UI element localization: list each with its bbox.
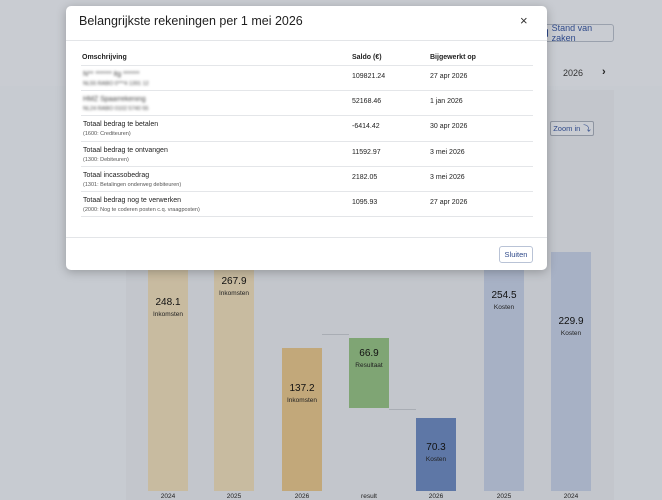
zoom-in-button[interactable]: Zoom in ⤵ (550, 121, 594, 136)
account-name: Totaal bedrag nog te verwerken (83, 197, 182, 204)
table-row: HMZ Spaarrekening NL24 RABO 0102 5740 55 5… (81, 90, 533, 116)
stand-van-zaken-button[interactable]: Stand van zaken (540, 23, 614, 43)
account-updated-date: 3 mei 2026 (430, 148, 465, 156)
year-label: 2026 (563, 68, 584, 78)
account-name: Totaal bedrag te betalen (83, 121, 159, 129)
bar-value-label: 254.5 (491, 290, 517, 302)
zoom-in-label: Zoom in (553, 124, 581, 133)
account-name: N** ****** ltg ****** (83, 71, 140, 78)
header-divider (66, 40, 547, 41)
account-subtitle: (2000: Nog te coderen posten c.q. vraagp… (83, 207, 200, 213)
table-row: Totaal incassobedrag (1301: Betalingen on… (81, 165, 533, 192)
zoom-arrow-icon: ⤵ (583, 124, 591, 133)
account-balance: 109821.24 (352, 73, 386, 80)
accounts-dialog: Belangrijkste rekeningen per 1 mei 2026 … (66, 6, 547, 270)
close-button[interactable]: Sluiten (499, 246, 533, 263)
waterfall-connector (389, 409, 416, 410)
x-tick-label: 2025 (226, 493, 242, 500)
table-bottom-border (81, 216, 533, 218)
x-tick-label: result (361, 493, 377, 500)
column-header-description: Omschrijving (82, 54, 127, 61)
account-subtitle: (1300: Debiteuren) (83, 156, 129, 163)
chart-bar[interactable]: 70.3 Kosten (416, 417, 456, 491)
account-updated-date: 3 mei 2026 (430, 173, 465, 181)
bar-category-label: Kosten (560, 329, 582, 337)
close-icon[interactable]: × (520, 13, 528, 28)
account-name: HMZ Spaarrekening (83, 96, 146, 104)
waterfall-connector (322, 334, 349, 335)
table-row: Totaal bedrag te betalen (1600: Crediteur… (81, 115, 533, 141)
x-tick-label: 2025 (496, 493, 512, 500)
dialog-title: Belangrijkste rekeningen per 1 mei 2026 (79, 14, 303, 28)
bar-value-label: 229.9 (558, 315, 584, 327)
footer-divider (66, 237, 547, 238)
account-subtitle: (1600: Crediteuren) (83, 131, 131, 138)
account-updated-date: 1 jan 2026 (430, 98, 463, 106)
chart-bar[interactable]: 248.1 Inkomsten (148, 232, 188, 491)
bar-value-label: 70.3 (426, 441, 446, 453)
bar-category-label: Kosten (425, 455, 447, 463)
stand-van-zaken-label: Stand van zaken (551, 23, 593, 43)
account-name: Totaal incassobedrag (83, 171, 150, 179)
bar-category-label: Resultaat (355, 362, 383, 370)
chart-bar[interactable]: 254.5 Kosten (484, 226, 524, 491)
column-header-updated: Bijgewerkt op (430, 54, 476, 61)
chart-bar[interactable]: 137.2 Inkomsten (282, 348, 322, 491)
table-row: N** ****** ltg ****** NL55 RABO 0***4 139… (81, 65, 533, 91)
account-balance: 1095.93 (352, 199, 378, 206)
x-tick-label: 2026 (294, 493, 310, 500)
bar-category-label: Kosten (493, 304, 515, 312)
account-subtitle: NL24 RABO 0102 5740 55 (83, 106, 149, 113)
column-header-balance: Saldo (€) (352, 54, 382, 61)
account-subtitle: (1301: Betalingen onderweg debiteuren) (83, 181, 182, 188)
account-updated-date: 27 apr 2026 (430, 199, 468, 206)
chart-bar[interactable]: 229.9 Kosten (551, 251, 591, 491)
chevron-right-icon[interactable]: › (602, 66, 606, 78)
account-name: Totaal bedrag te ontvangen (83, 146, 168, 154)
bar-value-label: 248.1 (155, 296, 181, 308)
account-balance: 52168.46 (352, 98, 382, 106)
bar-category-label: Inkomsten (287, 397, 317, 405)
account-updated-date: 30 apr 2026 (430, 123, 468, 131)
bar-category-label: Inkomsten (153, 310, 183, 318)
x-tick-label: 2024 (563, 493, 579, 500)
account-updated-date: 27 apr 2026 (430, 73, 468, 80)
bar-value-label: 137.2 (289, 383, 315, 395)
x-tick-label: 2024 (160, 493, 176, 500)
account-balance: 11592.97 (352, 148, 381, 156)
bar-value-label: 267.9 (221, 276, 247, 288)
table-row: Totaal bedrag nog te verwerken (2000: Nog… (81, 191, 533, 217)
chart-bar[interactable]: 66.9 Resultaat (349, 338, 389, 408)
x-tick-label: 2026 (428, 493, 444, 500)
bar-value-label: 66.9 (359, 348, 379, 360)
account-balance: -6414.42 (352, 123, 380, 131)
table-row: Totaal bedrag te ontvangen (1300: Debiteu… (81, 140, 533, 167)
account-balance: 2182.05 (352, 173, 378, 181)
account-subtitle: NL55 RABO 0***4 1391 12 (83, 81, 149, 87)
bar-category-label: Inkomsten (219, 290, 249, 298)
